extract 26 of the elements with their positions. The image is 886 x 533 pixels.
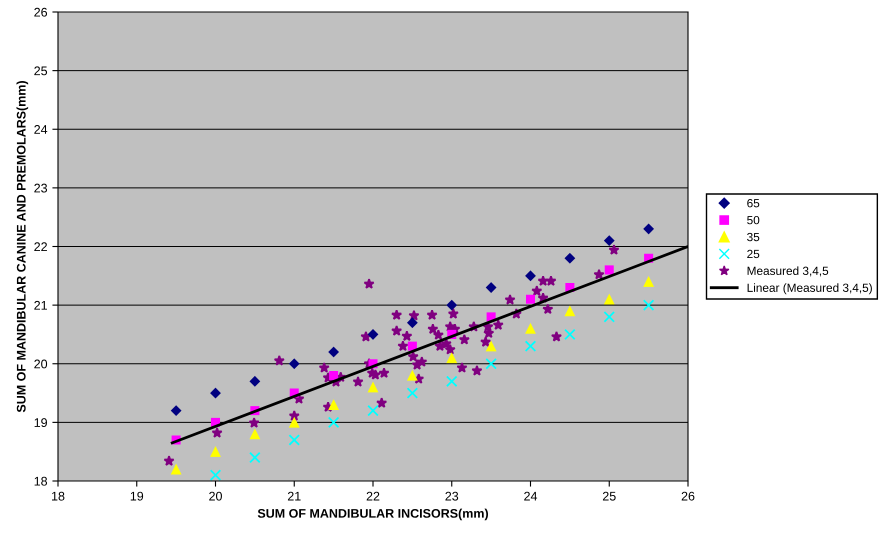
- y-tick-label: 24: [34, 125, 48, 134]
- x-tick-label: 22: [366, 492, 380, 500]
- y-tick-label: 22: [34, 242, 47, 252]
- y-tick-label: 25: [34, 66, 48, 76]
- y-axis-title: SUM OF MANDIBULAR CANINE AND PREMOLARS(mm): [16, 81, 28, 412]
- y-tick-label: 23: [34, 184, 48, 193]
- x-tick-label: 19: [130, 492, 144, 501]
- y-tick-label: 19: [34, 418, 47, 428]
- y-tick-label: 18: [34, 476, 48, 486]
- legend-label: 25: [747, 250, 760, 258]
- legend-label: Measured 3,4,5: [748, 266, 828, 276]
- legend-label: 35: [747, 232, 760, 242]
- x-tick-label: 24: [524, 492, 538, 500]
- x-tick-label: 25: [602, 492, 616, 501]
- y-tick-label: 21: [34, 300, 47, 310]
- y-tick-label: 20: [34, 360, 48, 368]
- x-tick-label: 20: [209, 492, 222, 501]
- x-axis-title: SUM OF MANDIBULAR INCISORS(mm): [258, 508, 488, 520]
- x-tick-label: 26: [682, 492, 694, 501]
- legend-label: 65: [747, 199, 760, 208]
- y-tick-label: 26: [34, 8, 48, 17]
- legend-label: 50: [747, 216, 760, 224]
- x-tick-label: 18: [52, 492, 64, 501]
- x-tick-label: 23: [445, 492, 458, 501]
- x-tick-label: 21: [288, 492, 301, 500]
- legend-label: Linear (Measured 3,4,5): [748, 283, 872, 294]
